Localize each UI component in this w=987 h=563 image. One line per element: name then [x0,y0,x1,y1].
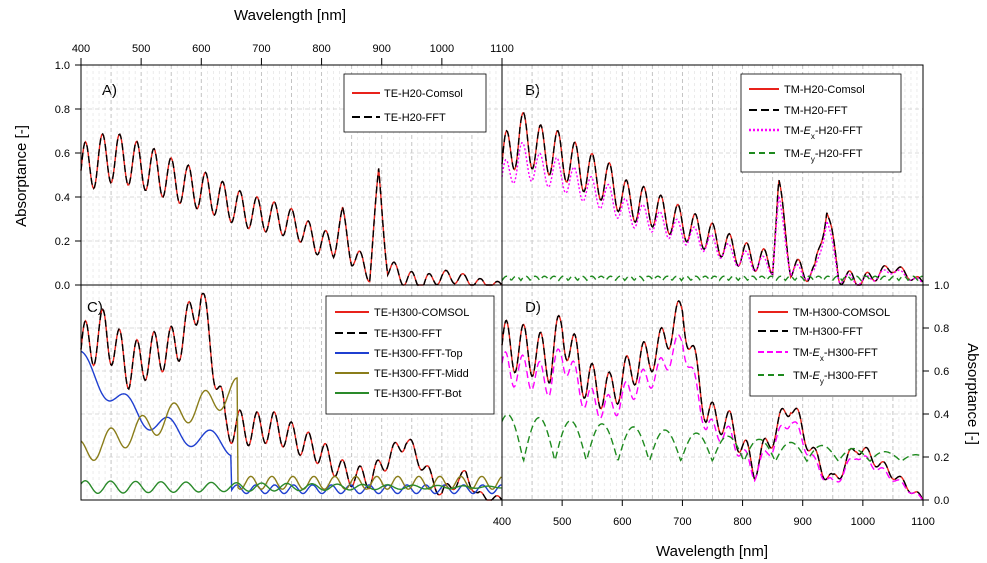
bottom-x-tick-label: 400 [493,516,511,528]
panel-label-a: A) [102,82,117,99]
right-y-tick-label: 0.6 [934,366,949,378]
legend-a-fft: TE-H20-FFT [384,112,446,124]
right-y-axis-label: Absorptance [-] [964,343,981,445]
legend-panel-b: TM-H20-Comsol TM-H20-FFT TM-Ex-H20-FFT T… [740,73,902,173]
left-y-axis-label: Absorptance [-] [13,125,30,227]
series-line-d-3 [501,413,923,463]
right-y-tick-label: 1.0 [934,280,949,292]
legend-c-bot: TE-H300-FFT-Bot [374,388,461,400]
right-y-tick-label: 0.8 [934,323,949,335]
legend-b-ex: TM-Ex-H20-FFT [784,125,863,141]
legend-b-ey: TM-Ey-H20-FFT [784,148,863,164]
legend-a-comsol: TE-H20-Comsol [384,88,463,100]
right-y-tick-label: 0.4 [934,409,949,421]
bottom-x-tick-label: 1100 [911,516,935,528]
series-line-d-2 [501,334,923,501]
left-y-tick-label: 0.2 [55,236,70,248]
series-line-c-3 [80,377,502,490]
bottom-x-tick-label: 1000 [851,516,875,528]
series-line-b-1 [501,112,924,286]
legend-b-fft: TM-H20-FFT [784,105,848,117]
bottom-x-tick-label: 800 [733,516,751,528]
top-x-tick-label: 400 [72,43,90,55]
series-line-c-1 [80,292,502,501]
axis-ticks: 400 400 500 500 600 600 700 700 800 800 900 900 1000… [55,43,950,528]
legend-panel-a: TE-H20-Comsol TE-H20-FFT [343,73,487,133]
bottom-x-tick-label: 900 [794,516,812,528]
series-line-b-3 [501,275,923,282]
top-x-tick-label: 800 [312,43,330,55]
legend-d-ex: TM-Ex-H300-FFT [793,347,878,363]
legend-panel-d: TM-H300-COMSOL TM-H300-FFT TM-Ex-H300-FF… [749,295,917,397]
legend-c-midd: TE-H300-FFT-Midd [374,368,469,380]
panel-label-d: D) [525,299,541,316]
top-x-axis-label: Wavelength [nm] [234,7,346,24]
series-line-c-4 [80,479,502,494]
curves [80,112,924,501]
left-y-tick-label: 0.0 [55,280,70,292]
legend-c-comsol: TE-H300-COMSOL [374,307,469,319]
top-x-tick-label: 600 [192,43,210,55]
bottom-x-tick-label: 700 [673,516,691,528]
top-x-tick-label: 1000 [430,43,454,55]
top-x-tick-label: 500 [132,43,150,55]
right-y-tick-label: 0.2 [934,452,949,464]
left-y-tick-label: 0.8 [55,104,70,116]
left-y-tick-label: 0.6 [55,148,70,160]
bottom-x-tick-label: 600 [613,516,631,528]
legend-d-comsol: TM-H300-COMSOL [793,307,890,319]
legend-b-comsol: TM-H20-Comsol [784,84,865,96]
legend-c-top: TE-H300-FFT-Top [374,348,463,360]
panel-label-b: B) [525,82,540,99]
bottom-x-axis-label: Wavelength [nm] [656,543,768,560]
left-y-tick-label: 1.0 [55,60,70,72]
left-y-tick-label: 0.4 [55,192,70,204]
legend-d-fft: TM-H300-FFT [793,326,863,338]
top-x-tick-label: 1100 [490,43,514,55]
top-x-tick-label: 900 [373,43,391,55]
legend-d-ey: TM-Ey-H300-FFT [793,370,878,386]
series-line-b-2 [501,141,923,286]
legend-panel-c: TE-H300-COMSOL TE-H300-FFT TE-H300-FFT-T… [325,295,495,415]
right-y-tick-label: 0.0 [934,495,949,507]
top-x-tick-label: 700 [252,43,270,55]
bottom-x-tick-label: 500 [553,516,571,528]
legend-c-fft: TE-H300-FFT [374,328,442,340]
series-line-a-1 [80,132,502,286]
